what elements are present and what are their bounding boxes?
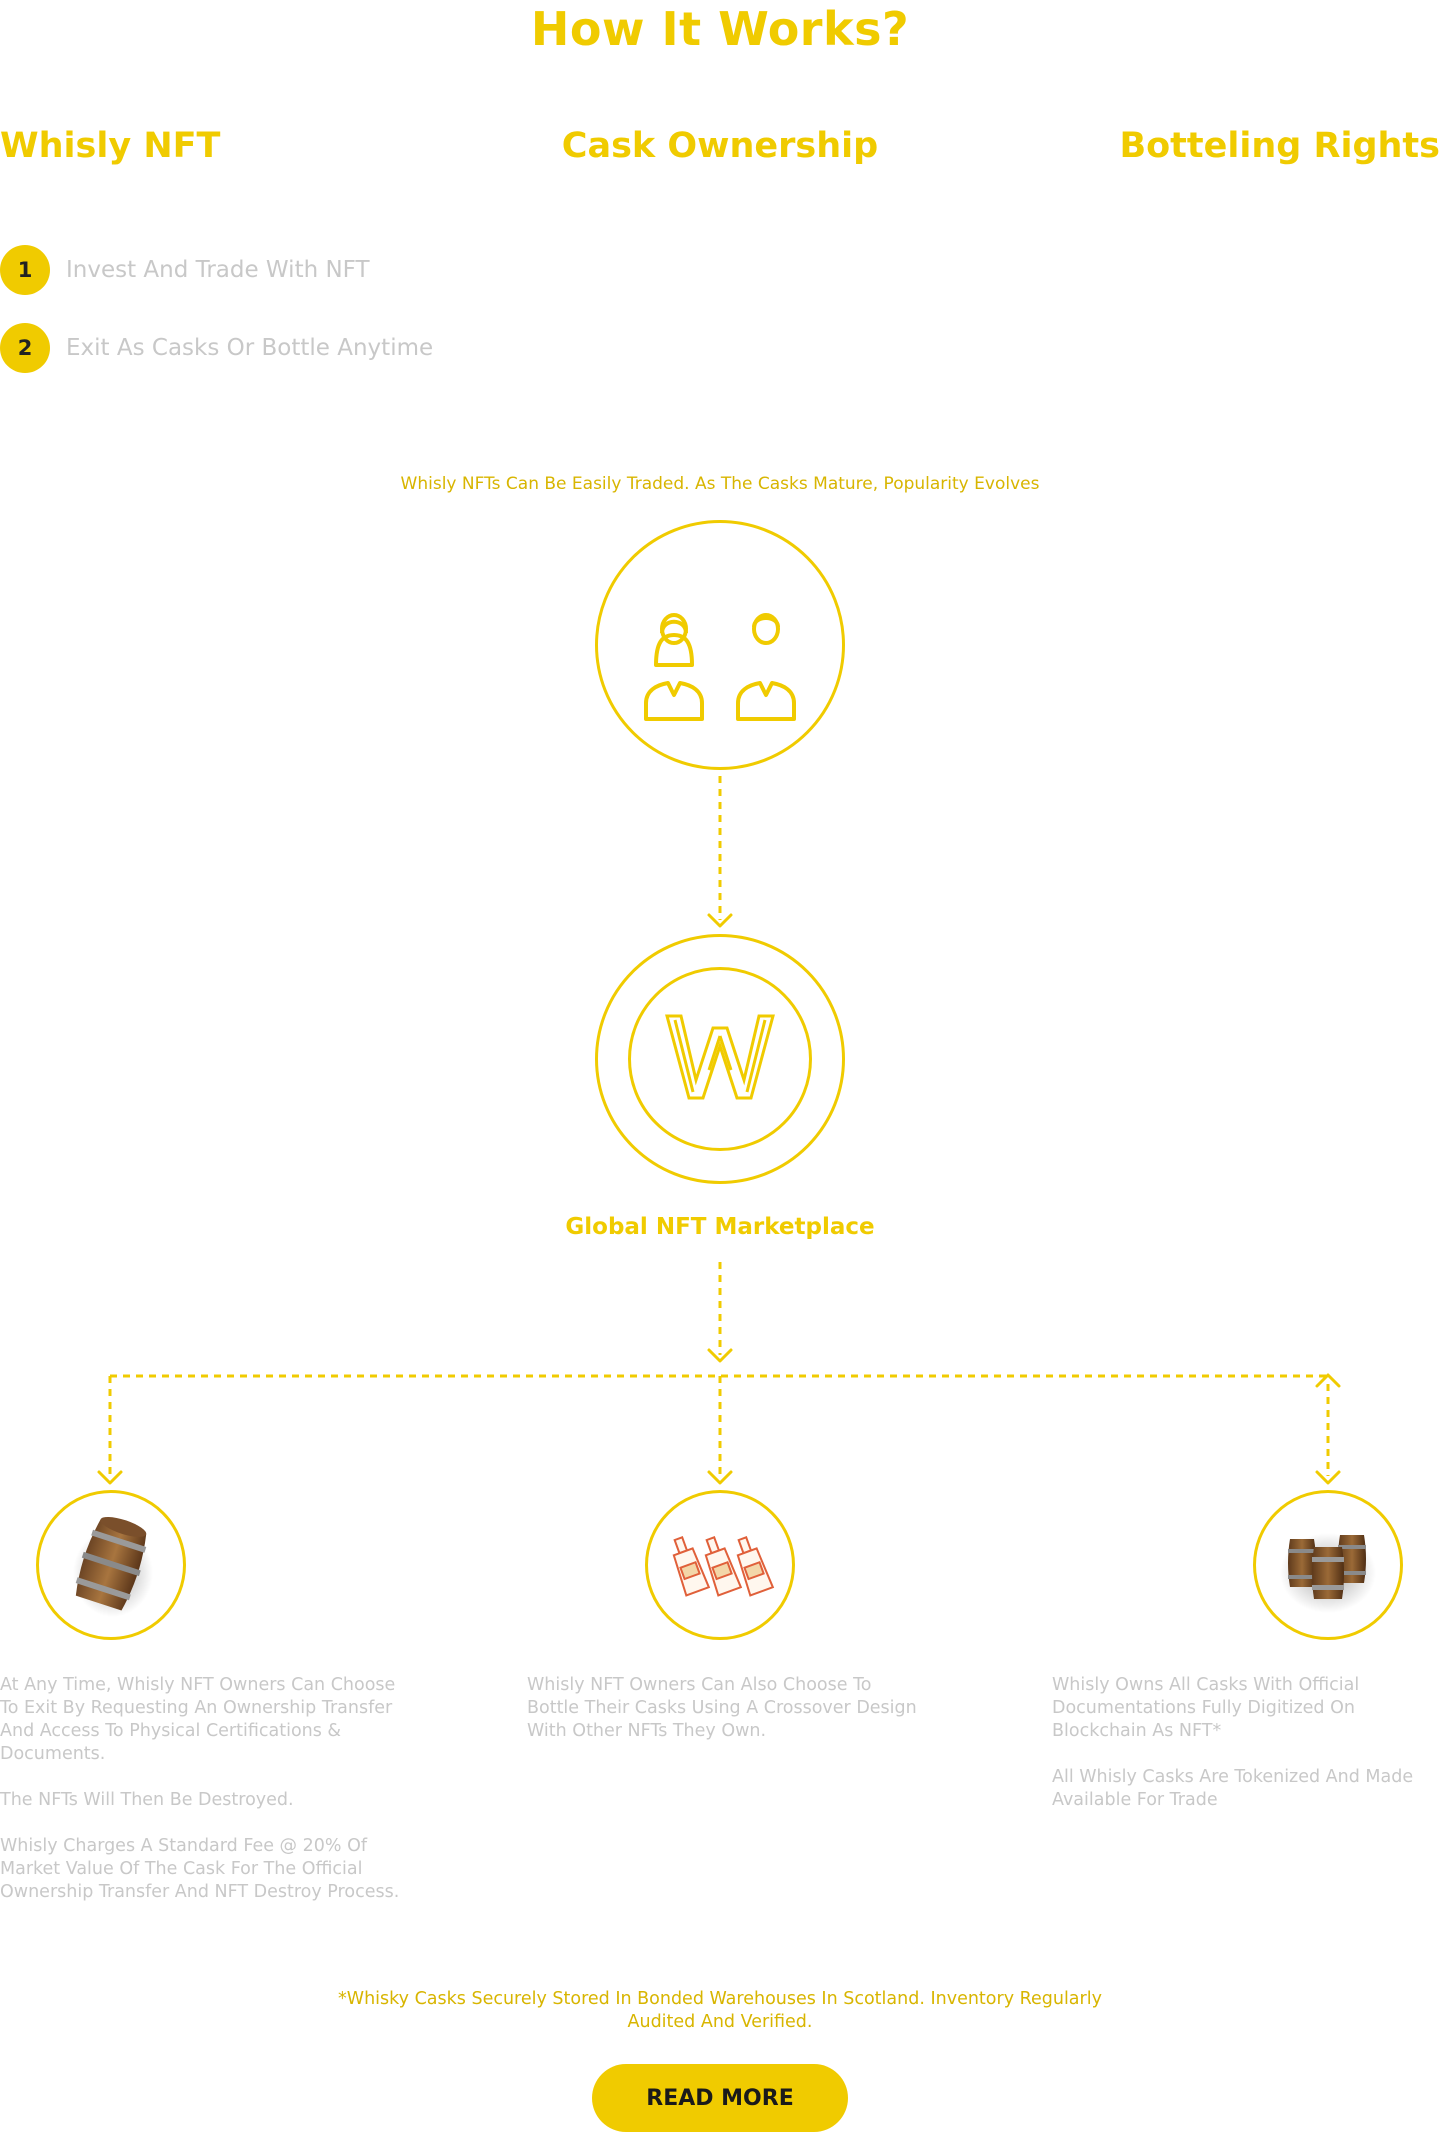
arrow-up-icon <box>1315 1373 1341 1388</box>
diagram-caption: Whisly NFTs Can Be Easily Traded. As The… <box>400 474 1040 494</box>
step-label: Exit As Casks Or Bottle Anytime <box>66 335 434 361</box>
barrels-icon <box>1280 1533 1376 1613</box>
description-paragraph: The NFTs Will Then Be Destroyed. <box>0 1790 294 1810</box>
marketplace-circle <box>595 934 845 1184</box>
page-title: How It Works? <box>530 2 910 56</box>
traders-circle <box>595 520 845 770</box>
description-paragraph: All Whisly Casks Are Tokenized And Made … <box>1052 1767 1414 1810</box>
tab-whisly-nft[interactable]: Whisly NFT <box>0 126 221 166</box>
whisly-w-logo-icon <box>665 1014 775 1100</box>
tab-botteling-rights[interactable]: Botteling Rights <box>1119 126 1440 166</box>
step-item: 1 Invest And Trade With NFT <box>0 245 370 295</box>
description-paragraph: Whisly NFT Owners Can Also Choose To Bot… <box>527 1675 917 1741</box>
arrow-down-icon <box>1315 1470 1341 1485</box>
arrow-down-icon <box>97 1470 123 1485</box>
tab-cask-ownership[interactable]: Cask Ownership <box>561 126 879 166</box>
step-number-badge: 2 <box>0 323 50 373</box>
read-more-button[interactable]: READ MORE <box>592 2064 848 2132</box>
storage-footnote: *Whisky Casks Securely Stored In Bonded … <box>0 1988 1440 2034</box>
marketplace-inner-ring <box>628 967 812 1151</box>
description-paragraph: At Any Time, Whisly NFT Owners Can Choos… <box>0 1675 396 1764</box>
cask-holdings-description: Whisly Owns All Casks With Official Docu… <box>1052 1674 1440 1835</box>
bottles-icon <box>672 1536 775 1597</box>
arrow-down-icon <box>707 913 733 928</box>
cask-holdings-circle <box>1253 1490 1403 1640</box>
step-number-badge: 1 <box>0 245 50 295</box>
cask-exit-description: At Any Time, Whisly NFT Owners Can Choos… <box>0 1674 400 1927</box>
bottling-description: Whisly NFT Owners Can Also Choose To Bot… <box>527 1674 927 1766</box>
marketplace-label: Global NFT Marketplace <box>565 1214 875 1240</box>
footnote-line: *Whisky Casks Securely Stored In Bonded … <box>338 1989 1102 2009</box>
barrel-icon <box>73 1516 153 1617</box>
arrow-down-icon <box>707 1348 733 1363</box>
description-paragraph: Whisly Charges A Standard Fee @ 20% Of M… <box>0 1836 400 1902</box>
arrow-down-icon <box>707 1470 733 1485</box>
bottling-circle <box>645 1490 795 1640</box>
step-label: Invest And Trade With NFT <box>66 257 370 283</box>
step-item: 2 Exit As Casks Or Bottle Anytime <box>0 323 433 373</box>
footnote-line: Audited And Verified. <box>627 2012 813 2032</box>
description-paragraph: Whisly Owns All Casks With Official Docu… <box>1052 1675 1360 1741</box>
users-icon <box>644 613 796 721</box>
cask-exit-circle <box>36 1490 186 1640</box>
